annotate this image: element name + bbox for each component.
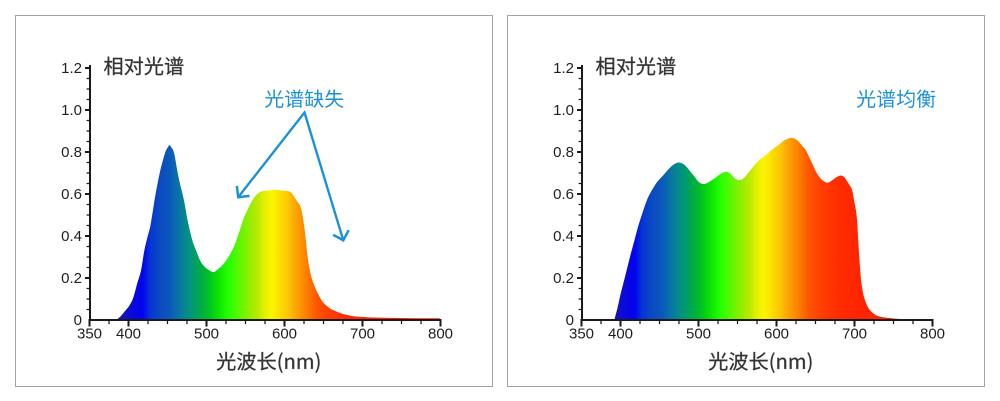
svg-text:0.2: 0.2 xyxy=(553,270,574,287)
svg-text:700: 700 xyxy=(842,326,867,343)
svg-text:800: 800 xyxy=(920,326,945,343)
svg-text:800: 800 xyxy=(428,326,453,343)
svg-text:1.2: 1.2 xyxy=(61,60,82,77)
svg-text:0: 0 xyxy=(566,312,574,329)
svg-text:400: 400 xyxy=(116,326,141,343)
svg-text:600: 600 xyxy=(272,326,297,343)
svg-text:500: 500 xyxy=(686,326,711,343)
svg-text:0.8: 0.8 xyxy=(61,144,82,161)
svg-text:600: 600 xyxy=(764,326,789,343)
svg-text:1.0: 1.0 xyxy=(553,102,574,119)
svg-text:1.2: 1.2 xyxy=(553,60,574,77)
svg-text:0.6: 0.6 xyxy=(553,186,574,203)
svg-text:0.2: 0.2 xyxy=(61,270,82,287)
svg-text:500: 500 xyxy=(194,326,219,343)
svg-text:0: 0 xyxy=(74,312,82,329)
svg-text:0.6: 0.6 xyxy=(61,186,82,203)
svg-text:700: 700 xyxy=(350,326,375,343)
svg-text:0.8: 0.8 xyxy=(553,144,574,161)
svg-text:350: 350 xyxy=(77,326,102,343)
svg-text:350: 350 xyxy=(569,326,594,343)
svg-text:0.4: 0.4 xyxy=(553,228,574,245)
svg-text:400: 400 xyxy=(608,326,633,343)
svg-text:1.0: 1.0 xyxy=(61,102,82,119)
svg-text:0.4: 0.4 xyxy=(61,228,82,245)
